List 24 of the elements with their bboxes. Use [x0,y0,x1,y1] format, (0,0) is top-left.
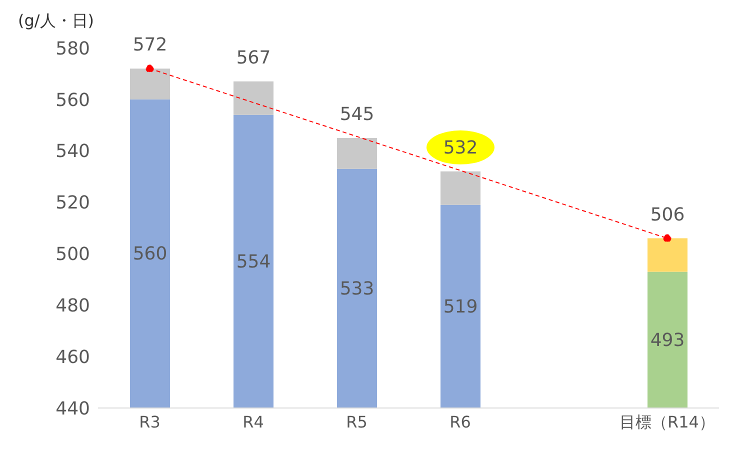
y-tick-label: 560 [56,90,90,111]
y-tick-label: 540 [56,141,90,162]
data-label: 493 [650,330,685,351]
y-tick-label: 480 [56,296,90,317]
y-axis-title: (g/人・日) [18,11,94,30]
x-tick-label: R5 [346,412,368,432]
data-label: 560 [132,244,168,265]
y-tick-label: 460 [56,346,90,368]
data-label: 519 [443,296,478,318]
data-label: 533 [340,278,374,300]
data-label: 554 [236,251,271,272]
x-tick-label: R4 [242,412,264,432]
y-tick-label: 520 [56,192,90,214]
x-tick-label: 目標（R14） [620,412,715,432]
data-label: 567 [236,47,271,68]
y-tick-label: 440 [56,398,90,420]
data-label: 532 [443,137,478,158]
y-tick-label: 580 [56,38,90,60]
y-tick-label: 500 [56,244,90,266]
data-label: 506 [650,204,685,226]
x-tick-label: R3 [139,412,160,432]
data-label: 572 [132,34,168,56]
x-tick-label: R6 [450,412,471,432]
data-label: 545 [340,104,374,125]
